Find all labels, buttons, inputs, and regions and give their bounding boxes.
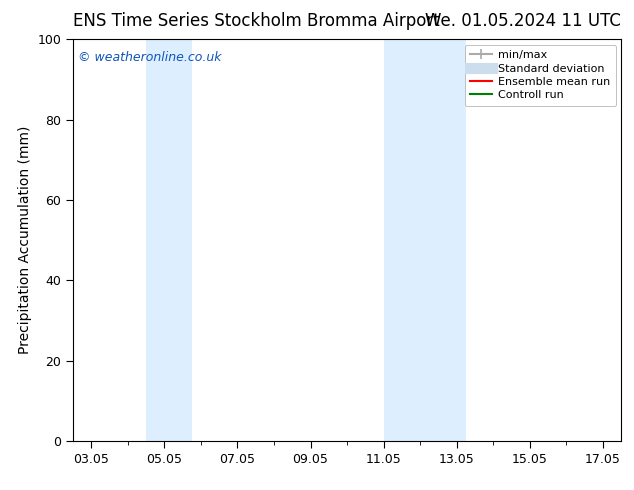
Legend: min/max, Standard deviation, Ensemble mean run, Controll run: min/max, Standard deviation, Ensemble me… [465, 45, 616, 106]
Bar [420, 39, 466, 441]
Bar [384, 39, 420, 441]
Text: We. 01.05.2024 11 UTC: We. 01.05.2024 11 UTC [425, 12, 621, 30]
Text: ENS Time Series Stockholm Bromma Airport: ENS Time Series Stockholm Bromma Airport [73, 12, 439, 30]
Bar [146, 39, 191, 441]
Text: © weatheronline.co.uk: © weatheronline.co.uk [79, 51, 222, 64]
Y-axis label: Precipitation Accumulation (mm): Precipitation Accumulation (mm) [18, 126, 32, 354]
